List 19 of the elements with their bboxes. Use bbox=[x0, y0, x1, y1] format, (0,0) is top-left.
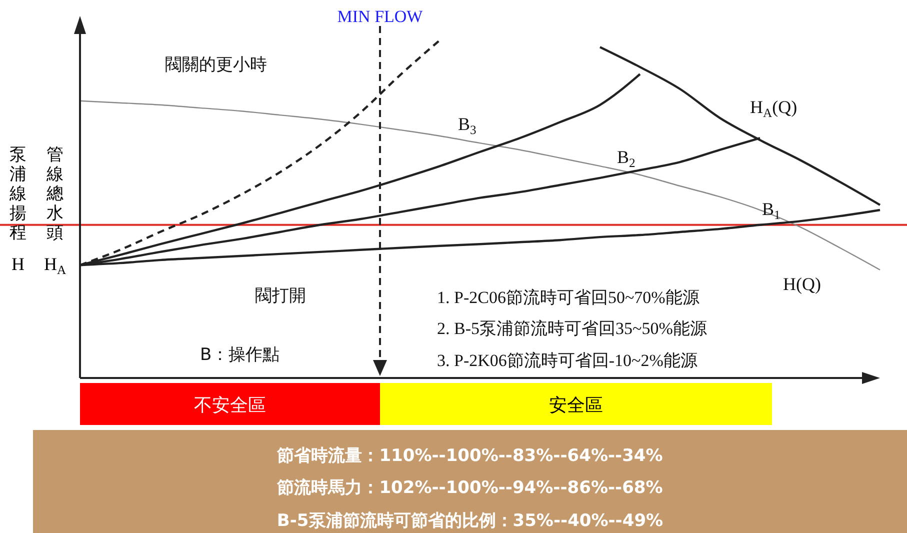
annotation: 3. P-2K06節流時可省回-10~2%能源 bbox=[437, 351, 698, 370]
text: 管線總水頭 H$_{A}$ bbox=[44, 145, 66, 277]
text: 節流時馬力：102%--100%--94%--86%--68% bbox=[276, 478, 663, 498]
text: B-5泵浦節流時可節省的比例：35%--40%--49% bbox=[276, 511, 664, 531]
annotation: B：操作點 bbox=[200, 345, 280, 365]
text: 不安全區 bbox=[194, 395, 266, 416]
text: 節省時流量：110%--100%--83%--64%--34% bbox=[276, 446, 663, 466]
y-axis-title: 泵浦線揚程 H bbox=[8, 145, 26, 274]
annotation: 1. P-2C06節流時可省回50~70%能源 bbox=[437, 288, 700, 307]
annotation: H$_{A}$(Q) bbox=[750, 97, 798, 120]
annotation: B$_{1}$ bbox=[762, 199, 780, 222]
text: MIN FLOW bbox=[337, 7, 424, 26]
annotation: 閥打開 bbox=[255, 286, 306, 306]
annotation: B$_{2}$ bbox=[617, 147, 636, 170]
text: 安全區 bbox=[549, 395, 603, 416]
annotation: 閥關的更小時 bbox=[165, 55, 267, 75]
annotation: B$_{3}$ bbox=[458, 114, 476, 137]
annotation: 2. B-5泵浦節流時可省回35~50%能源 bbox=[437, 319, 707, 338]
annotation: H(Q) bbox=[783, 274, 821, 294]
